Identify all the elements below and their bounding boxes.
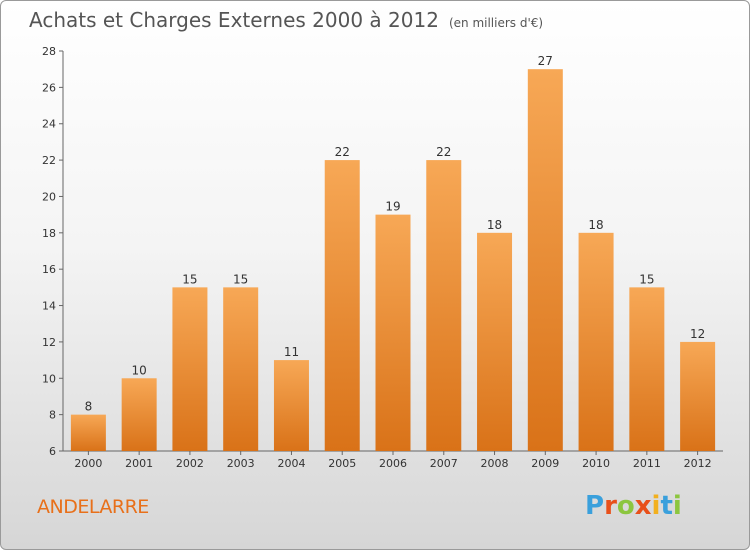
- x-tick-label: 2003: [227, 457, 255, 470]
- logo-letter: r: [604, 491, 617, 521]
- y-tick-label: 6: [49, 445, 56, 458]
- data-label: 18: [588, 218, 603, 232]
- data-label: 22: [436, 145, 451, 159]
- data-label: 15: [233, 272, 248, 286]
- data-label: 15: [639, 272, 654, 286]
- x-tick-label: 2001: [125, 457, 153, 470]
- y-tick-label: 26: [42, 81, 56, 94]
- bar: [70, 414, 106, 451]
- x-tick-label: 2006: [379, 457, 407, 470]
- data-label: 27: [538, 54, 553, 68]
- y-tick-label: 14: [42, 300, 56, 313]
- bar: [172, 287, 208, 451]
- x-tick-label: 2011: [633, 457, 661, 470]
- bar: [680, 341, 716, 451]
- proxiti-logo[interactable]: Proxiti: [585, 491, 682, 521]
- y-tick-label: 10: [42, 372, 56, 385]
- bar: [121, 378, 157, 451]
- chart-unit: (en milliers d'€): [448, 16, 544, 30]
- commune-name: ANDELARRE: [37, 496, 149, 518]
- logo-letter: P: [585, 491, 605, 521]
- x-tick-label: 2009: [531, 457, 559, 470]
- data-label: 22: [335, 145, 350, 159]
- bar: [527, 69, 563, 451]
- x-tick-label: 2010: [582, 457, 610, 470]
- logo-letter: i: [651, 491, 661, 521]
- logo-letter: i: [672, 491, 682, 521]
- data-label: 10: [132, 363, 147, 377]
- y-tick-label: 24: [42, 118, 56, 131]
- bar: [375, 214, 411, 451]
- bar: [477, 232, 513, 451]
- y-tick-label: 12: [42, 336, 56, 349]
- bar: [223, 287, 259, 451]
- logo-letter: o: [616, 491, 635, 521]
- bar: [426, 160, 462, 451]
- data-label: 8: [85, 400, 93, 414]
- data-label: 12: [690, 327, 705, 341]
- data-label: 11: [284, 345, 299, 359]
- chart-title: Achats et Charges Externes 2000 à 2012 (e…: [29, 8, 543, 32]
- y-tick-label: 22: [42, 154, 56, 167]
- bar: [273, 360, 309, 451]
- x-tick-label: 2000: [74, 457, 102, 470]
- x-tick-label: 2008: [481, 457, 509, 470]
- x-tick-label: 2007: [430, 457, 458, 470]
- bar: [578, 232, 614, 451]
- y-tick-label: 18: [42, 227, 56, 240]
- bar: [324, 160, 360, 451]
- data-label: 18: [487, 218, 502, 232]
- x-tick-label: 2005: [328, 457, 356, 470]
- x-tick-label: 2002: [176, 457, 204, 470]
- x-tick-label: 2012: [684, 457, 712, 470]
- x-tick-label: 2004: [277, 457, 305, 470]
- y-tick-label: 20: [42, 190, 56, 203]
- data-label: 15: [182, 272, 197, 286]
- y-tick-label: 28: [42, 45, 56, 58]
- chart-title-text: Achats et Charges Externes 2000 à 2012: [29, 8, 439, 32]
- data-label: 19: [385, 200, 400, 214]
- y-tick-label: 8: [49, 409, 56, 422]
- y-tick-label: 16: [42, 263, 56, 276]
- logo-letter: x: [634, 491, 652, 521]
- logo-letter: t: [660, 491, 673, 521]
- bar: [629, 287, 665, 451]
